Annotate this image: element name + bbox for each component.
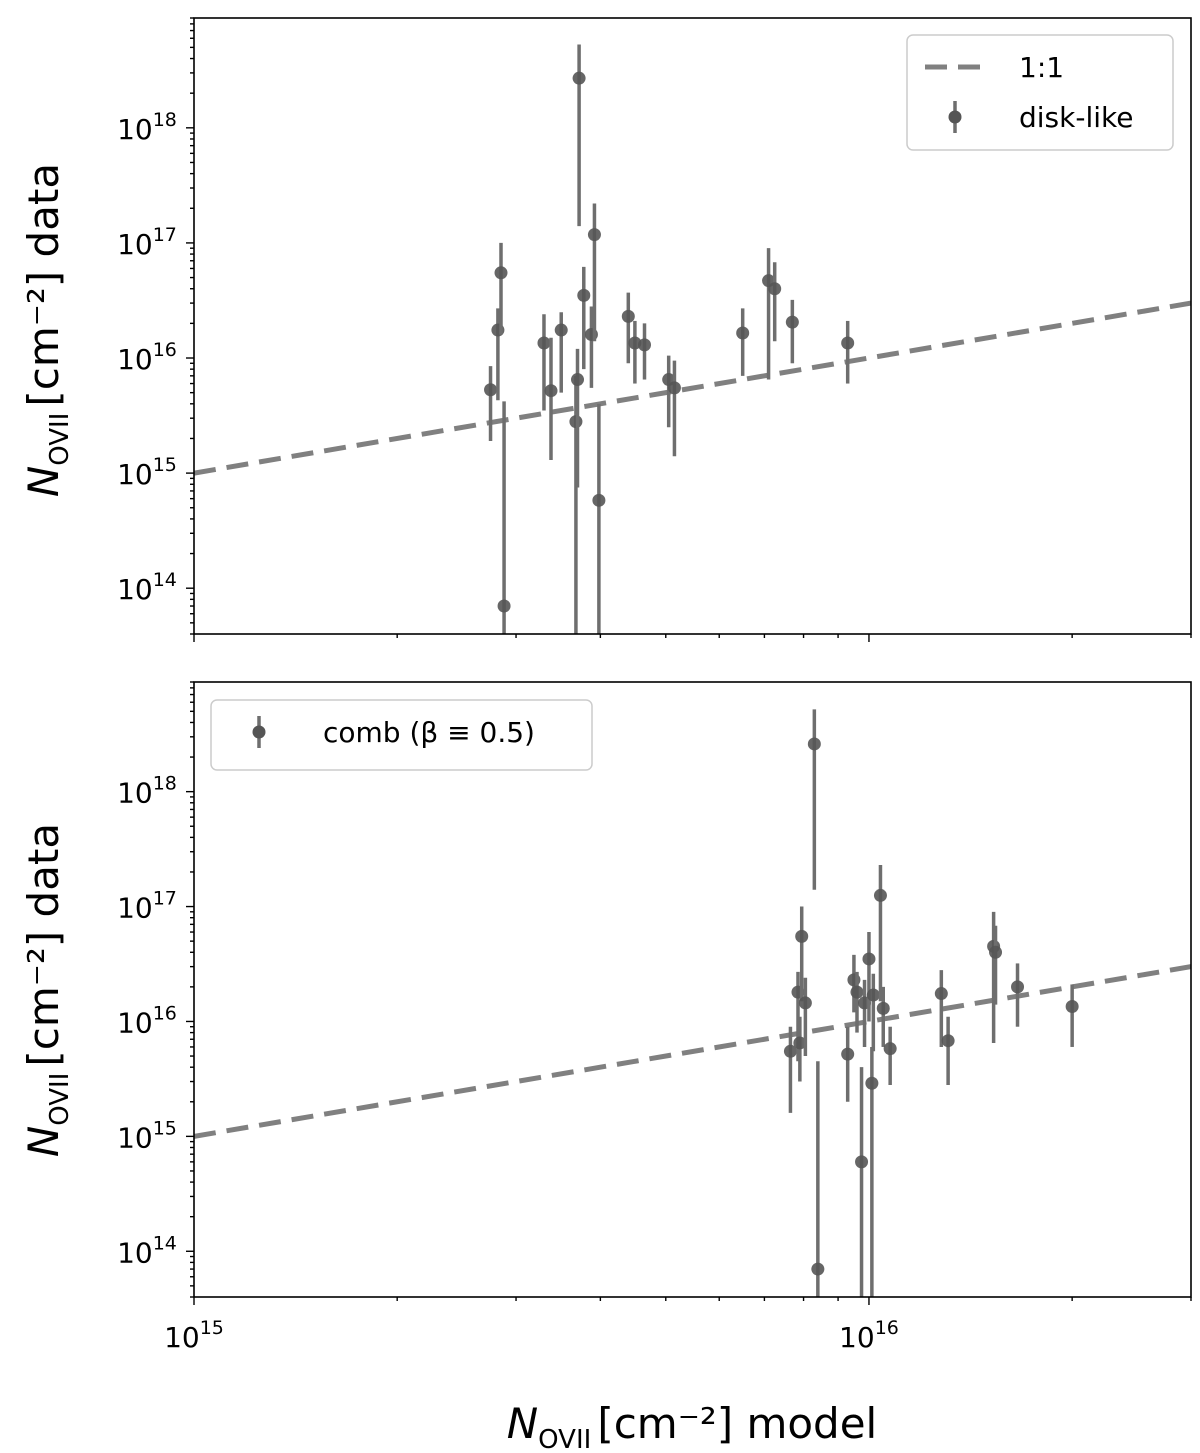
top-data-point-9: [572, 71, 586, 85]
top-data-point-12: [587, 228, 601, 242]
top-data-point-18: [667, 381, 681, 395]
top-data-point-14: [621, 309, 635, 323]
top-y-tick-label: 1018: [117, 109, 177, 146]
bottom-data-point-12: [862, 952, 876, 966]
top-data-point-2: [494, 266, 508, 280]
top-legend-label: disk-like: [1019, 101, 1133, 134]
top-legend: 1:1 disk-like: [906, 34, 1174, 151]
top-legend-swatch-point: [948, 110, 962, 124]
bottom-data-point-22: [1011, 980, 1025, 994]
bottom-data-point-17: [883, 1042, 897, 1056]
top-data-point-22: [785, 315, 799, 329]
bottom-data-point-16: [876, 1001, 890, 1015]
top-data-point-4: [537, 336, 551, 350]
top-y-tick-label: 1016: [117, 339, 177, 376]
top-legend-box: [906, 34, 1174, 151]
bottom-legend-box: [210, 699, 593, 771]
top-data-point-15: [628, 336, 642, 350]
bottom-y-axis-title: NOVII[cm⁻²] data: [19, 823, 75, 1157]
top-series-0: [484, 44, 855, 634]
bottom-legend: comb (β ≡ 0.5): [210, 699, 593, 771]
top-data-point-19: [736, 326, 750, 340]
bottom-data-point-21: [989, 945, 1003, 959]
bottom-legend-swatch-point: [252, 725, 266, 739]
bottom-data-point-0: [783, 1044, 797, 1058]
bottom-reference-line: [194, 964, 1191, 1139]
bottom-legend-label: comb (β ≡ 0.5): [323, 716, 535, 749]
bottom-data-point-2: [793, 1036, 807, 1050]
top-data-point-16: [638, 338, 652, 352]
bottom-y-tick-label: 1016: [117, 1002, 177, 1039]
bottom-data-point-5: [807, 737, 821, 751]
bottom-data-point-9: [850, 985, 864, 999]
top-data-point-3: [497, 599, 511, 613]
top-y-tick-label: 1014: [117, 569, 177, 606]
bottom-y-tick-label: 1017: [117, 888, 177, 925]
top-data-point-5: [544, 384, 558, 398]
top-panel: 1014 1015 1016 1017 1018 1:1 disk-like: [117, 17, 1192, 642]
bottom-frame: [193, 681, 1192, 1298]
top-y-axis-title: NOVII[cm⁻²] data: [19, 163, 75, 497]
bottom-data-point-18: [934, 987, 948, 1001]
x-axis-title: NOVII [cm⁻²] model: [507, 1399, 877, 1453]
top-y-tick-label: 1015: [117, 454, 177, 491]
bottom-data-point-19: [941, 1034, 955, 1048]
bottom-data-point-3: [795, 929, 809, 943]
bottom-data-point-13: [865, 1076, 879, 1090]
top-data-point-6: [554, 323, 568, 337]
top-legend-label: 1:1: [1019, 51, 1064, 84]
bottom-data-point-7: [841, 1047, 855, 1061]
top-data-point-0: [484, 383, 498, 397]
bottom-series-0: [783, 709, 1079, 1297]
top-data-point-8: [571, 373, 585, 387]
bottom-x-tick-label: 1016: [839, 1317, 899, 1354]
bottom-data-point-15: [873, 888, 887, 902]
top-y-tick-label: 1017: [117, 224, 177, 261]
top-data-point-10: [577, 288, 591, 302]
top-data-point-13: [592, 493, 606, 507]
bottom-data-point-10: [855, 1155, 869, 1169]
bottom-data-point-23: [1065, 999, 1079, 1013]
bottom-panel: 1014 1015 1016 1017 1018 1015 1016 comb (β ≡ 0.…: [117, 681, 1192, 1354]
bottom-y-tick-label: 1018: [117, 773, 177, 810]
bottom-y-tick-label: 1015: [117, 1117, 177, 1154]
bottom-x-tick-label: 1015: [164, 1317, 224, 1354]
bottom-y-tick-label: 1014: [117, 1232, 177, 1269]
top-data-point-21: [768, 282, 782, 296]
top-frame: [193, 17, 1192, 635]
bottom-data-point-4: [798, 996, 812, 1010]
top-data-point-23: [841, 336, 855, 350]
top-reference-line: [194, 300, 1191, 476]
bottom-data-point-14: [866, 988, 880, 1002]
bottom-data-point-6: [811, 1262, 825, 1276]
